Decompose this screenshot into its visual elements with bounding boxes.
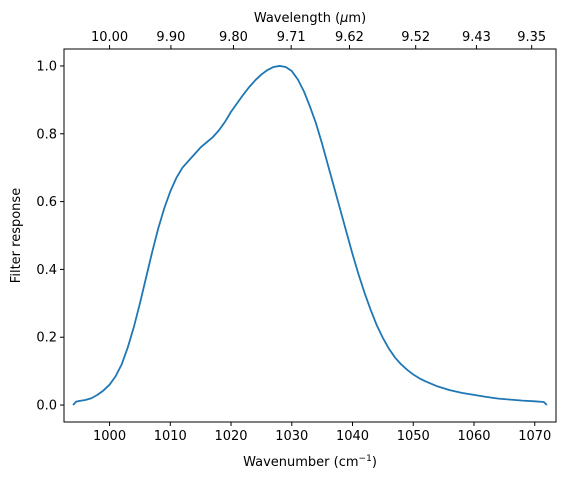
x-tick-label: 1010	[154, 429, 187, 444]
top-tick-label: 10.00	[91, 30, 128, 45]
x-tick-label: 1020	[214, 429, 247, 444]
x-tick-label: 1060	[457, 429, 490, 444]
y-tick-label: 0.6	[36, 195, 57, 210]
top-tick-label: 9.43	[462, 30, 491, 45]
y-tick-label: 0.4	[36, 263, 57, 278]
x-axis-label: Wavenumber (cm−1)	[243, 454, 377, 470]
y-tick-label: 1.0	[36, 59, 57, 74]
y-tick-label: 0.0	[36, 399, 57, 414]
top-tick-label: 9.90	[156, 30, 185, 45]
top-tick-label: 9.62	[335, 30, 364, 45]
x-tick-label: 1000	[93, 429, 126, 444]
y-tick-label: 0.2	[36, 331, 57, 346]
x-tick-label: 1050	[397, 429, 430, 444]
x-tick-label: 1030	[275, 429, 308, 444]
x-tick-label: 1070	[518, 429, 551, 444]
top-tick-label: 9.52	[401, 30, 430, 45]
y-tick-label: 0.8	[36, 127, 57, 142]
top-tick-label: 9.71	[277, 30, 306, 45]
filter-response-line	[72, 65, 548, 406]
top-tick-label: 9.35	[517, 30, 546, 45]
top-tick-label: 9.80	[219, 30, 248, 45]
x-tick-label: 1040	[336, 429, 369, 444]
y-axis-label: Filter response	[9, 188, 24, 283]
top-x-axis-label: Wavelength (μm)	[254, 11, 366, 26]
plot-area-frame	[63, 48, 557, 423]
